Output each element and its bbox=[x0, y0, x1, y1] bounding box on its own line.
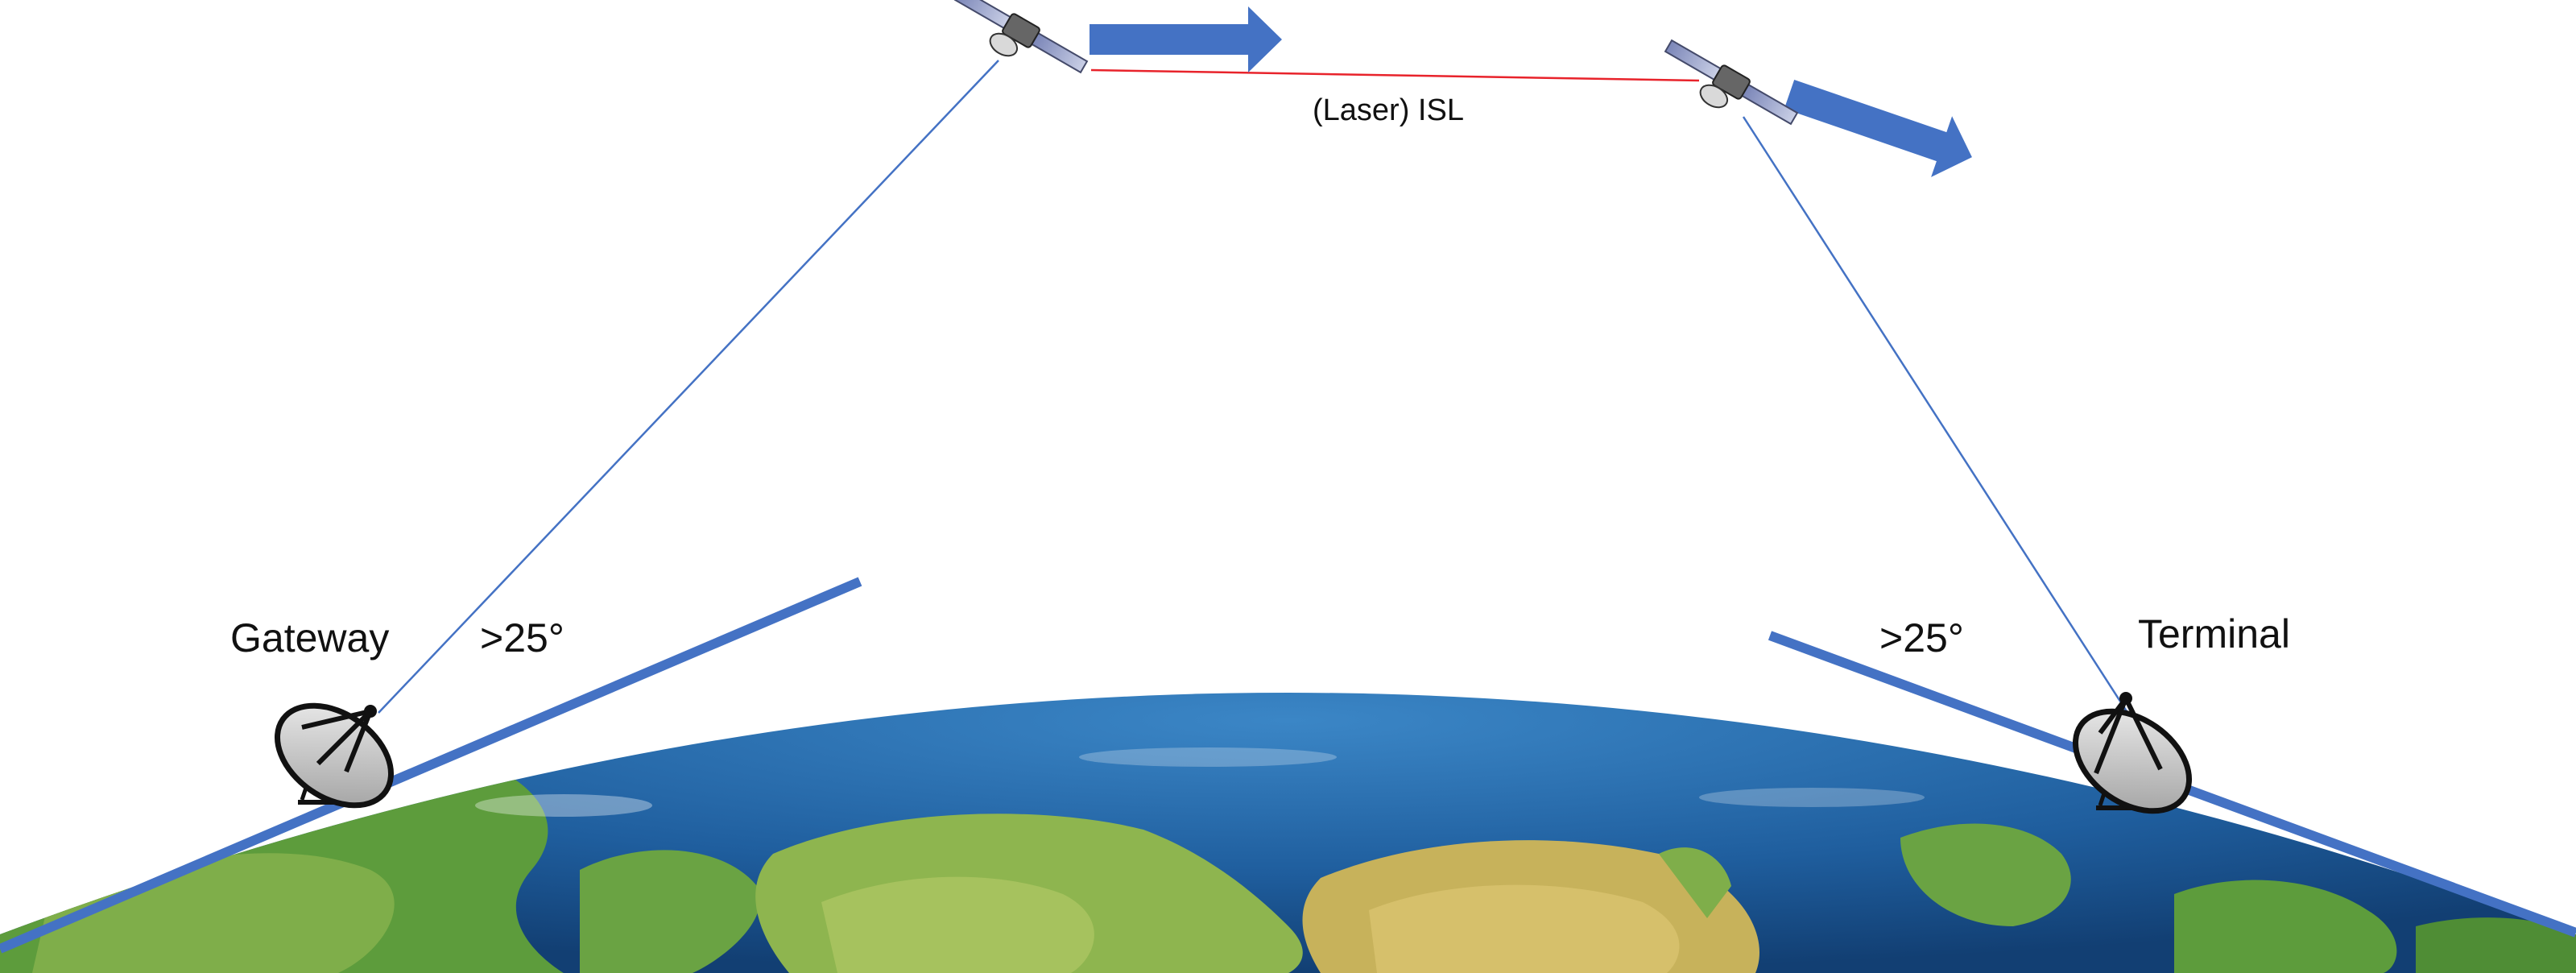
landmass-right bbox=[1900, 823, 2071, 926]
motion-arrow-left bbox=[1090, 6, 1282, 72]
satellite-dish-icon bbox=[2072, 692, 2193, 814]
motion-arrow-right bbox=[1784, 80, 1972, 177]
satellite-icon bbox=[1664, 39, 1799, 126]
satellite-dish-icon bbox=[274, 702, 395, 809]
terminal-label: Terminal bbox=[2138, 611, 2290, 656]
laser-isl-line bbox=[1090, 68, 1700, 82]
gateway-label: Gateway bbox=[230, 615, 390, 660]
elevation-angle-right-label: >25° bbox=[1879, 615, 1964, 660]
laser-isl-label: (Laser) ISL bbox=[1313, 93, 1464, 127]
satellite-icon bbox=[953, 0, 1089, 74]
link-terminal-to-satellite bbox=[1742, 116, 2150, 746]
horizon-line-left bbox=[0, 577, 862, 954]
elevation-angle-left-label: >25° bbox=[480, 615, 564, 660]
link-gateway-to-satellite bbox=[378, 60, 999, 714]
